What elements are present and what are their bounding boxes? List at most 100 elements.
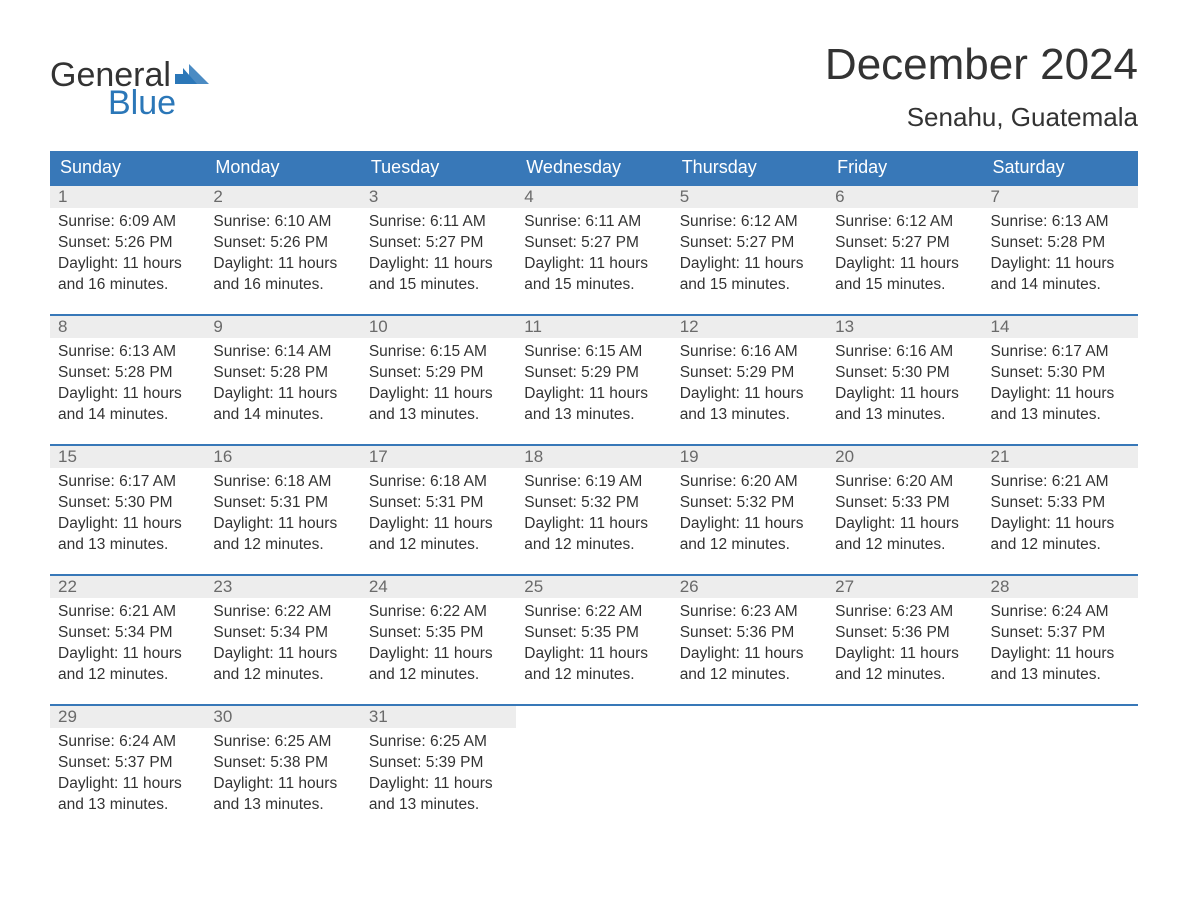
sunrise-text: Sunrise: 6:12 AM bbox=[835, 212, 974, 233]
day-number: 22 bbox=[50, 576, 205, 598]
day-cell: 24Sunrise: 6:22 AMSunset: 5:35 PMDayligh… bbox=[361, 576, 516, 704]
sunrise-text: Sunrise: 6:23 AM bbox=[680, 602, 819, 623]
dow-cell: Thursday bbox=[672, 151, 827, 184]
daylight-text: Daylight: 11 hours and 12 minutes. bbox=[991, 514, 1130, 556]
sunrise-text: Sunrise: 6:11 AM bbox=[369, 212, 508, 233]
day-cell: 23Sunrise: 6:22 AMSunset: 5:34 PMDayligh… bbox=[205, 576, 360, 704]
daylight-text: Daylight: 11 hours and 13 minutes. bbox=[524, 384, 663, 426]
daylight-text: Daylight: 11 hours and 16 minutes. bbox=[58, 254, 197, 296]
daylight-text: Daylight: 11 hours and 12 minutes. bbox=[835, 514, 974, 556]
day-number: 16 bbox=[205, 446, 360, 468]
day-cell: 31Sunrise: 6:25 AMSunset: 5:39 PMDayligh… bbox=[361, 706, 516, 834]
day-number: 26 bbox=[672, 576, 827, 598]
week-row: 8Sunrise: 6:13 AMSunset: 5:28 PMDaylight… bbox=[50, 314, 1138, 444]
day-number: 17 bbox=[361, 446, 516, 468]
sunrise-text: Sunrise: 6:16 AM bbox=[835, 342, 974, 363]
day-body: Sunrise: 6:23 AMSunset: 5:36 PMDaylight:… bbox=[672, 598, 827, 696]
sunrise-text: Sunrise: 6:10 AM bbox=[213, 212, 352, 233]
day-number: 23 bbox=[205, 576, 360, 598]
dow-cell: Saturday bbox=[983, 151, 1138, 184]
day-cell: 7Sunrise: 6:13 AMSunset: 5:28 PMDaylight… bbox=[983, 186, 1138, 314]
day-cell: 9Sunrise: 6:14 AMSunset: 5:28 PMDaylight… bbox=[205, 316, 360, 444]
day-number: 25 bbox=[516, 576, 671, 598]
day-body: Sunrise: 6:22 AMSunset: 5:34 PMDaylight:… bbox=[205, 598, 360, 696]
sunset-text: Sunset: 5:36 PM bbox=[680, 623, 819, 644]
sunset-text: Sunset: 5:38 PM bbox=[213, 753, 352, 774]
daylight-text: Daylight: 11 hours and 15 minutes. bbox=[369, 254, 508, 296]
daylight-text: Daylight: 11 hours and 14 minutes. bbox=[991, 254, 1130, 296]
day-cell: 16Sunrise: 6:18 AMSunset: 5:31 PMDayligh… bbox=[205, 446, 360, 574]
daylight-text: Daylight: 11 hours and 13 minutes. bbox=[58, 514, 197, 556]
sunset-text: Sunset: 5:29 PM bbox=[369, 363, 508, 384]
sunset-text: Sunset: 5:26 PM bbox=[213, 233, 352, 254]
calendar: SundayMondayTuesdayWednesdayThursdayFrid… bbox=[50, 151, 1138, 834]
sunrise-text: Sunrise: 6:09 AM bbox=[58, 212, 197, 233]
daylight-text: Daylight: 11 hours and 13 minutes. bbox=[991, 384, 1130, 426]
sunrise-text: Sunrise: 6:11 AM bbox=[524, 212, 663, 233]
sunrise-text: Sunrise: 6:17 AM bbox=[58, 472, 197, 493]
day-body: Sunrise: 6:25 AMSunset: 5:38 PMDaylight:… bbox=[205, 728, 360, 826]
daylight-text: Daylight: 11 hours and 13 minutes. bbox=[991, 644, 1130, 686]
day-number: 11 bbox=[516, 316, 671, 338]
day-body: Sunrise: 6:22 AMSunset: 5:35 PMDaylight:… bbox=[361, 598, 516, 696]
day-body: Sunrise: 6:18 AMSunset: 5:31 PMDaylight:… bbox=[205, 468, 360, 566]
day-cell: 10Sunrise: 6:15 AMSunset: 5:29 PMDayligh… bbox=[361, 316, 516, 444]
sunset-text: Sunset: 5:34 PM bbox=[58, 623, 197, 644]
sunrise-text: Sunrise: 6:23 AM bbox=[835, 602, 974, 623]
sunset-text: Sunset: 5:37 PM bbox=[58, 753, 197, 774]
day-cell: 22Sunrise: 6:21 AMSunset: 5:34 PMDayligh… bbox=[50, 576, 205, 704]
day-number: 4 bbox=[516, 186, 671, 208]
sunset-text: Sunset: 5:27 PM bbox=[835, 233, 974, 254]
day-number: 24 bbox=[361, 576, 516, 598]
day-number: 31 bbox=[361, 706, 516, 728]
daylight-text: Daylight: 11 hours and 12 minutes. bbox=[369, 644, 508, 686]
daylight-text: Daylight: 11 hours and 13 minutes. bbox=[58, 774, 197, 816]
day-body: Sunrise: 6:17 AMSunset: 5:30 PMDaylight:… bbox=[50, 468, 205, 566]
daylight-text: Daylight: 11 hours and 12 minutes. bbox=[58, 644, 197, 686]
week-row: 29Sunrise: 6:24 AMSunset: 5:37 PMDayligh… bbox=[50, 704, 1138, 834]
day-body: Sunrise: 6:20 AMSunset: 5:33 PMDaylight:… bbox=[827, 468, 982, 566]
sunset-text: Sunset: 5:31 PM bbox=[213, 493, 352, 514]
day-cell bbox=[672, 706, 827, 834]
sunset-text: Sunset: 5:36 PM bbox=[835, 623, 974, 644]
daylight-text: Daylight: 11 hours and 14 minutes. bbox=[213, 384, 352, 426]
sunset-text: Sunset: 5:33 PM bbox=[991, 493, 1130, 514]
day-body: Sunrise: 6:25 AMSunset: 5:39 PMDaylight:… bbox=[361, 728, 516, 826]
sunset-text: Sunset: 5:28 PM bbox=[991, 233, 1130, 254]
day-cell: 13Sunrise: 6:16 AMSunset: 5:30 PMDayligh… bbox=[827, 316, 982, 444]
sunrise-text: Sunrise: 6:22 AM bbox=[369, 602, 508, 623]
day-number-empty bbox=[516, 706, 671, 728]
day-number: 7 bbox=[983, 186, 1138, 208]
day-body: Sunrise: 6:11 AMSunset: 5:27 PMDaylight:… bbox=[516, 208, 671, 306]
day-cell: 15Sunrise: 6:17 AMSunset: 5:30 PMDayligh… bbox=[50, 446, 205, 574]
sunrise-text: Sunrise: 6:17 AM bbox=[991, 342, 1130, 363]
day-cell: 6Sunrise: 6:12 AMSunset: 5:27 PMDaylight… bbox=[827, 186, 982, 314]
day-cell: 3Sunrise: 6:11 AMSunset: 5:27 PMDaylight… bbox=[361, 186, 516, 314]
dow-cell: Tuesday bbox=[361, 151, 516, 184]
logo-flag-icon bbox=[175, 64, 209, 88]
sunset-text: Sunset: 5:29 PM bbox=[680, 363, 819, 384]
sunset-text: Sunset: 5:32 PM bbox=[524, 493, 663, 514]
sunset-text: Sunset: 5:37 PM bbox=[991, 623, 1130, 644]
day-cell: 19Sunrise: 6:20 AMSunset: 5:32 PMDayligh… bbox=[672, 446, 827, 574]
day-body: Sunrise: 6:23 AMSunset: 5:36 PMDaylight:… bbox=[827, 598, 982, 696]
sunrise-text: Sunrise: 6:16 AM bbox=[680, 342, 819, 363]
day-number: 15 bbox=[50, 446, 205, 468]
day-cell: 21Sunrise: 6:21 AMSunset: 5:33 PMDayligh… bbox=[983, 446, 1138, 574]
day-cell: 17Sunrise: 6:18 AMSunset: 5:31 PMDayligh… bbox=[361, 446, 516, 574]
sunrise-text: Sunrise: 6:21 AM bbox=[991, 472, 1130, 493]
day-body: Sunrise: 6:14 AMSunset: 5:28 PMDaylight:… bbox=[205, 338, 360, 436]
title-block: December 2024 Senahu, Guatemala bbox=[825, 40, 1138, 133]
daylight-text: Daylight: 11 hours and 15 minutes. bbox=[835, 254, 974, 296]
sunset-text: Sunset: 5:35 PM bbox=[369, 623, 508, 644]
dow-cell: Sunday bbox=[50, 151, 205, 184]
sunrise-text: Sunrise: 6:20 AM bbox=[835, 472, 974, 493]
sunset-text: Sunset: 5:35 PM bbox=[524, 623, 663, 644]
day-cell: 12Sunrise: 6:16 AMSunset: 5:29 PMDayligh… bbox=[672, 316, 827, 444]
sunrise-text: Sunrise: 6:19 AM bbox=[524, 472, 663, 493]
day-number: 1 bbox=[50, 186, 205, 208]
day-body: Sunrise: 6:09 AMSunset: 5:26 PMDaylight:… bbox=[50, 208, 205, 306]
sunset-text: Sunset: 5:26 PM bbox=[58, 233, 197, 254]
daylight-text: Daylight: 11 hours and 13 minutes. bbox=[835, 384, 974, 426]
day-number: 3 bbox=[361, 186, 516, 208]
